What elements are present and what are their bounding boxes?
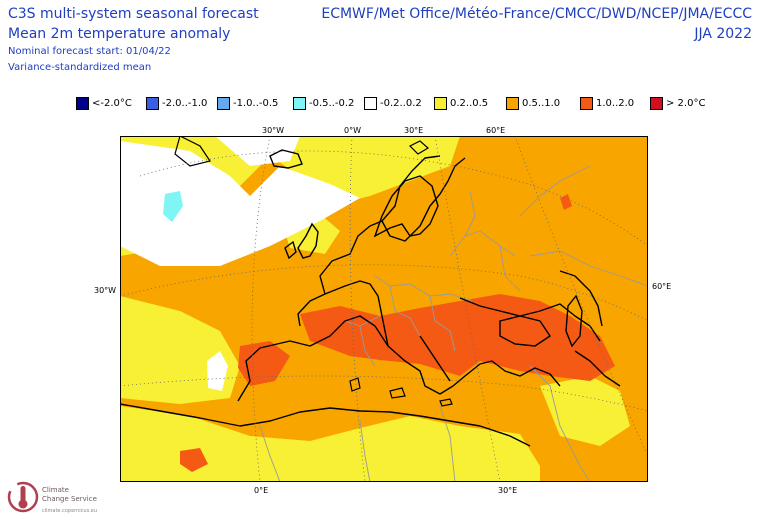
island-coast: [389, 387, 406, 399]
legend-item: -0.5..-0.2: [293, 96, 354, 110]
logo-text-line1: Climate: [42, 486, 69, 494]
legend-swatch: [506, 96, 519, 110]
anomaly-field-yellow: [540, 376, 630, 446]
legend-swatch: [364, 96, 377, 110]
axis-label-top: 30°E: [404, 126, 424, 135]
legend-item: -1.0..-0.5: [217, 96, 278, 110]
copernicus-logo: Climate Change Service climate.copernicu…: [6, 478, 116, 518]
season-text: JJA 2022: [694, 26, 752, 42]
axis-label-right: 60°E: [652, 282, 672, 291]
legend-swatch: [580, 96, 593, 110]
map-frame: [120, 136, 648, 482]
axis-label-top: 60°E: [486, 126, 506, 135]
anomaly-field-white: [120, 141, 360, 266]
legend-swatch: [650, 96, 663, 110]
legend-label: <-2.0°C: [92, 97, 132, 109]
axis-label-bottom: 30°E: [498, 486, 518, 495]
scandinavia-coast: [373, 175, 439, 238]
island-coast: [349, 377, 361, 392]
svalbard-coast: [408, 140, 430, 155]
axis-label-left: 30°W: [94, 286, 117, 295]
legend-label: -2.0..-1.0: [162, 97, 208, 109]
country-borders: [259, 165, 648, 482]
anomaly-field-red: [238, 341, 290, 386]
legend-item: 0.5..1.0: [506, 96, 560, 110]
graticule: [120, 136, 648, 482]
anomaly-field-red: [180, 448, 208, 472]
logo-text-line3: climate.copernicus.eu: [42, 508, 98, 514]
legend-item: > 2.0°C: [650, 96, 705, 110]
axis-label-top: 30°W: [262, 126, 285, 135]
legend-swatch: [76, 96, 89, 110]
legend-swatch: [217, 96, 230, 110]
legend-item: -0.2..0.2: [364, 96, 422, 110]
legend-label: -0.5..-0.2: [309, 97, 355, 109]
method-text: Variance-standardized mean: [8, 62, 152, 73]
axis-label-top: 0°W: [344, 126, 361, 135]
anomaly-field-white: [215, 136, 300, 166]
legend-swatch: [146, 96, 159, 110]
greenland-coast: [174, 136, 211, 167]
legend-label: 0.5..1.0: [522, 97, 561, 109]
legend-label: -1.0..-0.5: [233, 97, 279, 109]
title-line-1: C3S multi-system seasonal forecast: [8, 6, 259, 22]
black-sea-coast: [499, 315, 551, 347]
legend-item: 1.0..2.0: [580, 96, 634, 110]
legend-label: 1.0..2.0: [596, 97, 635, 109]
legend-label: -0.2..0.2: [380, 97, 422, 109]
anomaly-field-cyan: [163, 191, 183, 222]
ireland-coast: [284, 240, 297, 260]
iceland-coast: [269, 149, 303, 169]
legend-label: 0.2..0.5: [450, 97, 489, 109]
coastlines: [120, 155, 621, 447]
title-line-2: Mean 2m temperature anomaly: [8, 26, 231, 42]
nominal-start-text: Nominal forecast start: 01/04/22: [8, 46, 171, 57]
anomaly-field-white: [207, 351, 228, 391]
island-coast: [439, 398, 453, 407]
map-canvas: [120, 136, 648, 482]
anomaly-field-red: [560, 194, 572, 210]
legend-item: 0.2..0.5: [434, 96, 488, 110]
axis-label-bottom: 0°E: [254, 486, 269, 495]
systems-text: ECMWF/Met Office/Météo-France/CMCC/DWD/N…: [321, 6, 752, 22]
british-isles-coast: [297, 222, 319, 259]
thermometer-logo-icon: [7, 481, 39, 513]
legend-label: > 2.0°C: [666, 97, 706, 109]
legend-swatch: [434, 96, 447, 110]
anomaly-field-red: [300, 294, 615, 381]
caspian-coast: [565, 294, 583, 348]
legend-item: -2.0..-1.0: [146, 96, 207, 110]
anomaly-map: [120, 136, 648, 482]
logo-text-line2: Change Service: [42, 495, 97, 503]
legend-item: <-2.0°C: [76, 96, 132, 110]
legend-swatch: [293, 96, 306, 110]
anomaly-field-yellow: [120, 406, 540, 482]
